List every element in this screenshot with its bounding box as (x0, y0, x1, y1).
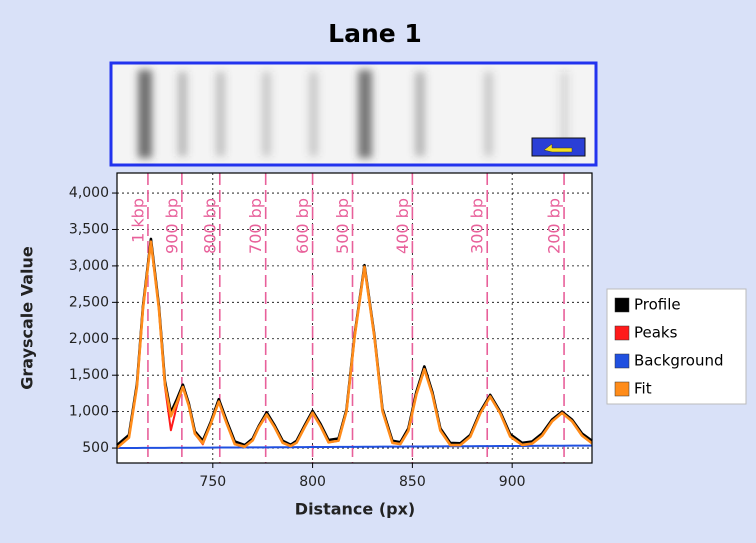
y-tick-label: 3,000 (69, 258, 109, 274)
band-label: 300 bp (468, 198, 487, 254)
series-line (116, 240, 593, 449)
plot-frame (116, 172, 593, 464)
band-label: 200 bp (545, 198, 564, 254)
band-label: 700 bp (246, 198, 265, 254)
y-tick-label: 500 (82, 440, 109, 456)
legend-label: Background (634, 352, 724, 370)
band-label: 900 bp (162, 198, 181, 254)
band-label: 600 bp (293, 198, 312, 254)
x-tick-label: 800 (299, 474, 326, 490)
x-axis-label: Distance (px) (295, 500, 415, 519)
y-tick-label: 1,500 (69, 367, 109, 383)
band-label: 1 kbp (128, 198, 147, 243)
chart-title: Lane 1 (328, 19, 422, 48)
y-tick-label: 3,500 (69, 221, 109, 237)
legend-swatch (614, 325, 630, 341)
band-label: 500 bp (333, 198, 352, 254)
legend-swatch (614, 381, 630, 397)
y-tick-label: 2,500 (69, 294, 109, 310)
x-tick-label: 850 (399, 474, 426, 490)
band-label: 400 bp (393, 198, 412, 254)
legend-label: Peaks (634, 324, 678, 342)
x-tick-label: 750 (199, 474, 226, 490)
y-axis-label: Grayscale Value (18, 246, 37, 390)
series-line (116, 444, 593, 450)
legend: Profile Peaks Background Fit (606, 288, 747, 405)
legend-label: Profile (634, 296, 681, 314)
y-tick-label: 4,000 (69, 185, 109, 201)
y-tick-label: 2,000 (69, 331, 109, 347)
band-label: 800 bp (200, 198, 219, 254)
y-tick-label: 1,000 (69, 404, 109, 420)
legend-swatch (614, 353, 630, 369)
legend-swatch (614, 297, 630, 313)
plot-area (116, 172, 593, 464)
x-tick-label: 900 (499, 474, 526, 490)
gel-image (109, 61, 598, 167)
legend-label: Fit (634, 380, 652, 398)
legend-box (606, 288, 747, 405)
